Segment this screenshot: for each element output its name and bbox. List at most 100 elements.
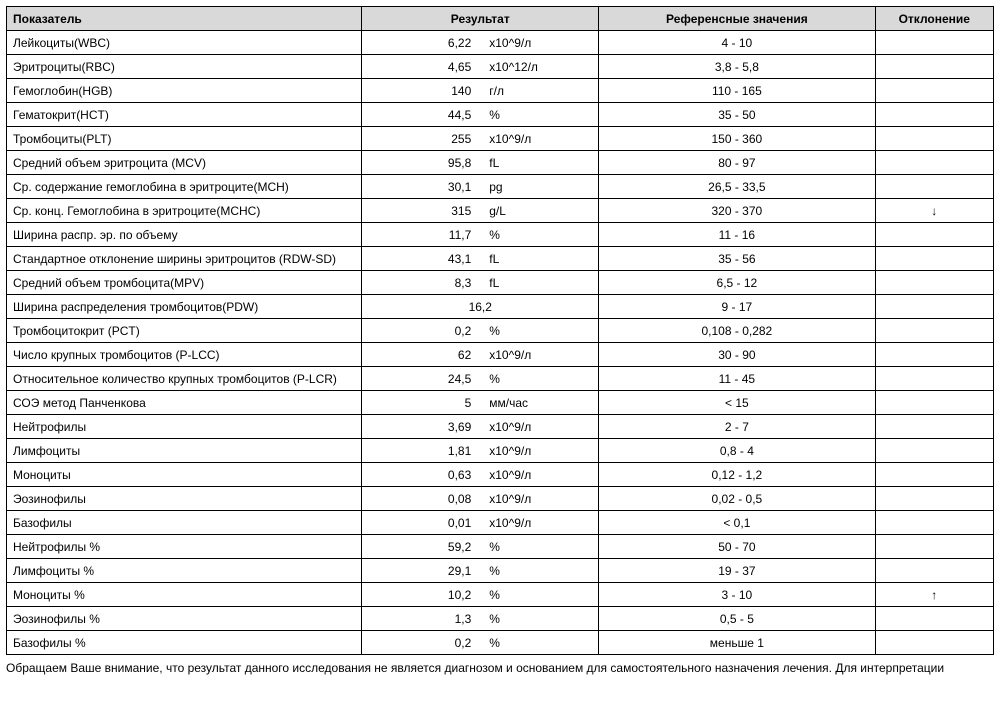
cell-result: 11,7% xyxy=(362,223,599,247)
result-unit: fL xyxy=(489,276,592,290)
result-unit: % xyxy=(489,372,592,386)
table-row: Нейтрофилы %59,2%50 - 70 xyxy=(7,535,994,559)
cell-result: 44,5% xyxy=(362,103,599,127)
col-header-param: Показатель xyxy=(7,7,362,31)
cell-result: 0,2% xyxy=(362,631,599,655)
cell-deviation xyxy=(875,103,993,127)
cell-reference: 6,5 - 12 xyxy=(599,271,875,295)
result-unit: x10^9/л xyxy=(489,492,592,506)
result-value: 1,81 xyxy=(368,444,471,458)
cell-reference: 2 - 7 xyxy=(599,415,875,439)
result-value: 315 xyxy=(368,204,471,218)
result-value: 16,2 xyxy=(368,300,592,314)
table-row: Гематокрит(HCT)44,5%35 - 50 xyxy=(7,103,994,127)
result-unit: x10^9/л xyxy=(489,516,592,530)
result-value: 95,8 xyxy=(368,156,471,170)
result-value: 30,1 xyxy=(368,180,471,194)
result-value: 3,69 xyxy=(368,420,471,434)
cell-deviation xyxy=(875,607,993,631)
cell-deviation: ↓ xyxy=(875,199,993,223)
cell-param: Ширина распр. эр. по объему xyxy=(7,223,362,247)
cell-reference: 0,5 - 5 xyxy=(599,607,875,631)
cell-param: СОЭ метод Панченкова xyxy=(7,391,362,415)
table-row: Эозинофилы %1,3%0,5 - 5 xyxy=(7,607,994,631)
cell-reference: 35 - 50 xyxy=(599,103,875,127)
table-row: Стандартное отклонение ширины эритроцито… xyxy=(7,247,994,271)
cell-param: Относительное количество крупных тромбоц… xyxy=(7,367,362,391)
cell-deviation xyxy=(875,631,993,655)
table-row: Ширина распр. эр. по объему11,7%11 - 16 xyxy=(7,223,994,247)
result-unit: fL xyxy=(489,252,592,266)
table-row: Относительное количество крупных тромбоц… xyxy=(7,367,994,391)
result-unit: % xyxy=(489,324,592,338)
result-unit: мм/час xyxy=(489,396,592,410)
result-unit: g/L xyxy=(489,204,592,218)
table-row: Базофилы %0,2%меньше 1 xyxy=(7,631,994,655)
table-row: Число крупных тромбоцитов (P-LCC)62x10^9… xyxy=(7,343,994,367)
cell-param: Нейтрофилы xyxy=(7,415,362,439)
cell-reference: 3 - 10 xyxy=(599,583,875,607)
result-unit: % xyxy=(489,612,592,626)
cell-reference: 320 - 370 xyxy=(599,199,875,223)
cell-param: Лимфоциты xyxy=(7,439,362,463)
cell-deviation xyxy=(875,79,993,103)
cell-param: Эозинофилы xyxy=(7,487,362,511)
cell-param: Моноциты % xyxy=(7,583,362,607)
table-row: СОЭ метод Панченкова5мм/час< 15 xyxy=(7,391,994,415)
result-unit: x10^9/л xyxy=(489,468,592,482)
col-header-dev: Отклонение xyxy=(875,7,993,31)
cell-result: 10,2% xyxy=(362,583,599,607)
table-header-row: Показатель Результат Референсные значени… xyxy=(7,7,994,31)
cell-param: Число крупных тромбоцитов (P-LCC) xyxy=(7,343,362,367)
cell-reference: 110 - 165 xyxy=(599,79,875,103)
result-unit: x10^9/л xyxy=(489,132,592,146)
cell-param: Ср. содержание гемоглобина в эритроците(… xyxy=(7,175,362,199)
cell-deviation xyxy=(875,271,993,295)
footnote: Обращаем Ваше внимание, что результат да… xyxy=(6,661,994,677)
table-row: Эозинофилы0,08x10^9/л0,02 - 0,5 xyxy=(7,487,994,511)
table-row: Моноциты %10,2%3 - 10↑ xyxy=(7,583,994,607)
table-row: Средний объем тромбоцита(MPV)8,3fL6,5 - … xyxy=(7,271,994,295)
cell-reference: < 0,1 xyxy=(599,511,875,535)
result-unit: % xyxy=(489,636,592,650)
cell-deviation xyxy=(875,223,993,247)
cell-result: 3,69 x10^9/л xyxy=(362,415,599,439)
cell-reference: 80 - 97 xyxy=(599,151,875,175)
col-header-ref: Референсные значения xyxy=(599,7,875,31)
result-value: 4,65 xyxy=(368,60,471,74)
cell-reference: 4 - 10 xyxy=(599,31,875,55)
result-value: 6,22 xyxy=(368,36,471,50)
cell-param: Гемоглобин(HGB) xyxy=(7,79,362,103)
cell-reference: 50 - 70 xyxy=(599,535,875,559)
result-unit: г/л xyxy=(489,84,592,98)
table-row: Ширина распределения тромбоцитов(PDW)16,… xyxy=(7,295,994,319)
cell-result: 1,81x10^9/л xyxy=(362,439,599,463)
cell-result: 0,2% xyxy=(362,319,599,343)
result-value: 0,63 xyxy=(368,468,471,482)
cell-param: Средний объем тромбоцита(MPV) xyxy=(7,271,362,295)
cell-result: 30,1pg xyxy=(362,175,599,199)
cell-result: 16,2 xyxy=(362,295,599,319)
result-value: 59,2 xyxy=(368,540,471,554)
cell-deviation xyxy=(875,535,993,559)
cell-deviation xyxy=(875,511,993,535)
result-unit: x10^9/л xyxy=(489,420,592,434)
cell-deviation xyxy=(875,127,993,151)
table-row: Эритроциты(RBC)4,65x10^12/л3,8 - 5,8 xyxy=(7,55,994,79)
cell-deviation xyxy=(875,367,993,391)
result-value: 0,01 xyxy=(368,516,471,530)
cell-result: 8,3fL xyxy=(362,271,599,295)
cell-param: Ср. конц. Гемоглобина в эритроците(MCHC) xyxy=(7,199,362,223)
cell-deviation xyxy=(875,463,993,487)
table-row: Моноциты0,63x10^9/л0,12 - 1,2 xyxy=(7,463,994,487)
cell-param: Лейкоциты(WBC) xyxy=(7,31,362,55)
result-unit: % xyxy=(489,564,592,578)
result-value: 24,5 xyxy=(368,372,471,386)
cell-deviation xyxy=(875,31,993,55)
cell-result: 315 g/L xyxy=(362,199,599,223)
cell-deviation xyxy=(875,151,993,175)
result-value: 10,2 xyxy=(368,588,471,602)
table-row: Средний объем эритроцита (MCV)95,8fL80 -… xyxy=(7,151,994,175)
cell-deviation xyxy=(875,391,993,415)
cell-reference: < 15 xyxy=(599,391,875,415)
